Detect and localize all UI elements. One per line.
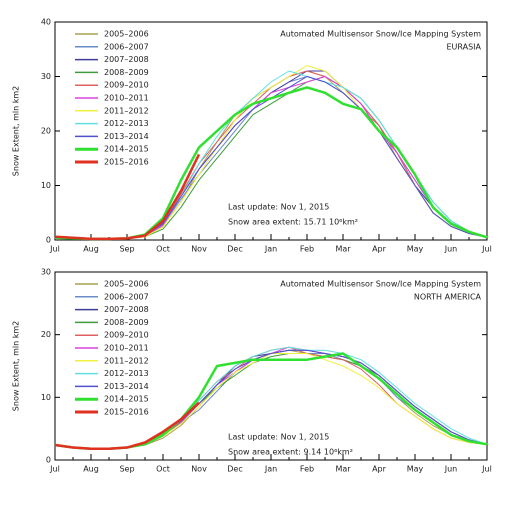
legend-label: 2008–2009 <box>104 318 149 327</box>
legend-label: 2007–2008 <box>104 55 149 64</box>
legend-label: 2012–2013 <box>104 369 149 378</box>
x-tick-label: Jul <box>49 465 60 474</box>
x-tick-label: Mar <box>335 245 351 254</box>
x-tick-label: Sep <box>119 465 134 474</box>
legend-label: 2013–2014 <box>104 382 149 391</box>
x-tick-label: Apr <box>372 465 387 474</box>
x-tick-label: Nov <box>191 245 207 254</box>
y-axis-label: Snow Extent, mln km2 <box>12 321 21 411</box>
chart-subtitle: NORTH AMERICA <box>414 293 482 302</box>
x-tick-label: Aug <box>83 465 99 474</box>
y-tick-label: 0 <box>46 236 51 245</box>
chart-subtitle: EURASIA <box>446 43 481 52</box>
legend-label: 2014–2015 <box>104 145 149 154</box>
legend-label: 2006–2007 <box>104 292 149 301</box>
legend-label: 2011–2012 <box>104 106 149 115</box>
x-tick-label: May <box>407 465 424 474</box>
x-tick-label: Feb <box>300 245 314 254</box>
legend-label: 2012–2013 <box>104 119 149 128</box>
x-tick-label: Nov <box>191 465 207 474</box>
legend-label: 2006–2007 <box>104 42 149 51</box>
legend-label: 2008–2009 <box>104 68 149 77</box>
y-tick-label: 10 <box>41 181 51 190</box>
x-tick-label: Sep <box>119 245 134 254</box>
y-axis-label: Snow Extent, mln km2 <box>12 86 21 176</box>
x-tick-label: Jun <box>444 465 458 474</box>
x-tick-label: Jan <box>264 245 277 254</box>
x-tick-label: Oct <box>156 465 170 474</box>
x-tick-label: Mar <box>335 465 351 474</box>
legend-label: 2014–2015 <box>104 395 149 404</box>
annotation: Snow area extent: 9.14 10⁶km² <box>228 448 353 457</box>
x-tick-label: Apr <box>372 245 387 254</box>
y-tick-label: 10 <box>41 393 51 402</box>
annotation: Snow area extent: 15.71 10⁶km² <box>228 218 358 227</box>
x-tick-label: May <box>407 245 424 254</box>
x-tick-label: Dec <box>227 245 242 254</box>
y-tick-label: 40 <box>41 18 51 27</box>
x-tick-label: Jun <box>444 245 458 254</box>
legend-label: 2009–2010 <box>104 331 149 340</box>
y-tick-label: 20 <box>41 127 51 136</box>
series-line <box>54 401 200 450</box>
legend-label: 2011–2012 <box>104 356 149 365</box>
x-tick-label: Oct <box>156 245 170 254</box>
legend-label: 2010–2011 <box>104 344 149 353</box>
x-tick-label: Jul <box>49 245 60 254</box>
y-tick-label: 0 <box>46 456 51 465</box>
x-tick-label: Jul <box>481 245 492 254</box>
x-tick-label: Dec <box>227 465 242 474</box>
legend-label: 2007–2008 <box>104 305 149 314</box>
chart-title: Automated Multisensor Snow/Ice Mapping S… <box>280 30 481 39</box>
x-tick-label: Jul <box>481 465 492 474</box>
y-tick-label: 30 <box>41 72 51 81</box>
legend-label: 2015–2016 <box>104 408 149 417</box>
x-tick-label: Jan <box>264 465 277 474</box>
x-tick-label: Aug <box>83 245 99 254</box>
x-tick-label: Feb <box>300 465 314 474</box>
legend-label: 2005–2006 <box>104 30 149 39</box>
legend-label: 2015–2016 <box>104 158 149 167</box>
chart-title: Automated Multisensor Snow/Ice Mapping S… <box>280 280 481 289</box>
y-tick-label: 20 <box>41 330 51 339</box>
legend-label: 2009–2010 <box>104 81 149 90</box>
legend-label: 2005–2006 <box>104 280 149 289</box>
annotation: Last update: Nov 1, 2015 <box>228 433 329 442</box>
legend-label: 2010–2011 <box>104 94 149 103</box>
y-tick-label: 30 <box>41 268 51 277</box>
series-line <box>54 153 201 241</box>
legend-label: 2013–2014 <box>104 132 149 141</box>
annotation: Last update: Nov 1, 2015 <box>228 203 329 212</box>
